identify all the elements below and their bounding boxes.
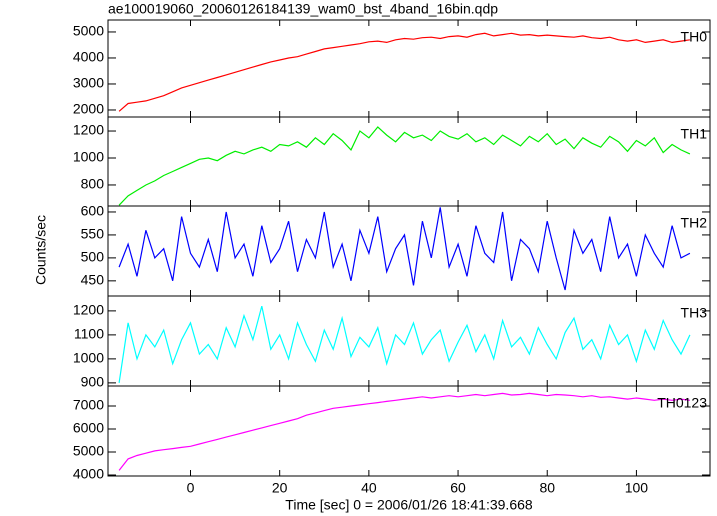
panel-label: TH2	[681, 215, 708, 231]
chart-title: ae100019060_20060126184139_wam0_bst_4ban…	[108, 1, 498, 17]
x-tick-label: 20	[272, 480, 288, 496]
y-tick-label: 550	[81, 226, 105, 242]
y-tick-label: 7000	[73, 397, 104, 413]
panel-frame	[107, 116, 711, 207]
y-tick-label: 4000	[73, 49, 104, 65]
panel-frame	[107, 205, 711, 297]
panel-frame	[107, 19, 711, 118]
y-tick-label: 1000	[73, 350, 104, 366]
y-tick-label: 450	[81, 272, 105, 288]
x-tick-label: 100	[625, 480, 649, 496]
panel-label: TH0123	[657, 395, 707, 411]
y-tick-label: 1200	[73, 302, 104, 318]
y-tick-label: 600	[81, 203, 105, 219]
y-tick-label: 1200	[73, 122, 104, 138]
x-tick-label: 40	[361, 480, 377, 496]
y-tick-label: 6000	[73, 420, 104, 436]
series-line	[118, 126, 691, 206]
series-line	[118, 305, 691, 383]
y-tick-label: 4000	[73, 466, 104, 482]
x-tick-label: 60	[450, 480, 466, 496]
y-tick-label: 2000	[73, 101, 104, 117]
series-line	[118, 32, 690, 112]
y-tick-label: 5000	[73, 443, 104, 459]
y-axis-label: Counts/sec	[33, 215, 49, 285]
x-tick-label: 80	[539, 480, 555, 496]
series-line	[118, 392, 690, 471]
y-tick-label: 5000	[73, 23, 104, 39]
panel-label: TH0	[681, 29, 708, 45]
panel-frame	[107, 385, 711, 477]
y-tick-label: 1100	[74, 326, 104, 342]
panel-frame	[107, 295, 711, 387]
panel-label: TH3	[681, 305, 708, 321]
x-tick-label: 0	[187, 480, 195, 496]
panel-label: TH1	[681, 126, 708, 142]
y-tick-label: 900	[81, 374, 105, 390]
y-tick-label: 800	[81, 176, 105, 192]
series-line	[118, 207, 691, 291]
y-tick-label: 3000	[73, 75, 104, 91]
y-tick-label: 1000	[73, 149, 104, 165]
x-axis-label: Time [sec] 0 = 2006/01/26 18:41:39.668	[285, 497, 533, 513]
y-tick-label: 500	[81, 249, 105, 265]
